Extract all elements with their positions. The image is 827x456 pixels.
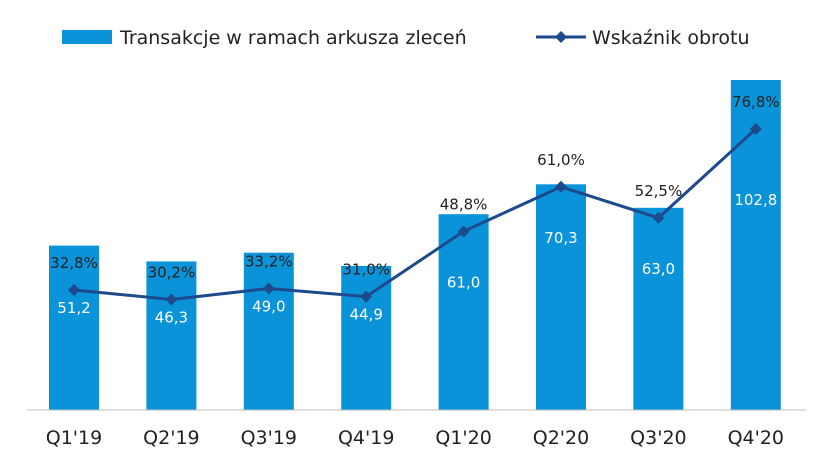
line-marker — [457, 225, 470, 238]
legend: Transakcje w ramach arkusza zleceń Wskaź… — [62, 27, 750, 49]
x-tick-label: Q1'20 — [435, 427, 491, 449]
line-value-label: 30,2% — [148, 264, 196, 282]
bar-value-label: 61,0 — [447, 273, 480, 291]
x-tick-label: Q2'19 — [143, 427, 199, 449]
x-tick-label: Q3'19 — [241, 427, 297, 449]
legend-line-marker — [555, 31, 567, 43]
bar — [536, 184, 586, 410]
line-value-label: 61,0% — [537, 151, 585, 169]
line-path — [73, 127, 757, 302]
bar-value-label: 44,9 — [349, 306, 382, 324]
line-series: 32,8% 30,2% 33,2% 31,0% 48,8% 61,0% 52,5% 76,8% — [50, 93, 780, 306]
x-tick-label: Q4'20 — [728, 427, 784, 449]
bar-value-label: 70,3 — [544, 229, 577, 247]
bar-value-label: 51,2 — [57, 299, 90, 317]
legend-bar-label: Transakcje w ramach arkusza zleceń — [119, 27, 467, 49]
bar — [243, 252, 294, 410]
line-marker — [652, 211, 665, 224]
x-axis-ticks: Q1'19 Q2'19 Q3'19 Q4'19 Q1'20 Q2'20 Q3'20 Q4'20 — [46, 427, 784, 449]
legend-line-label: Wskaźnik obrotu — [592, 27, 750, 49]
x-tick-label: Q3'20 — [630, 427, 686, 449]
bar — [438, 214, 489, 410]
x-tick-label: Q2'20 — [533, 427, 589, 449]
bar-series: 51,2 46,3 49,0 44,9 61,0 70,3 63,0 102,8 — [49, 80, 781, 410]
bar-value-label: 102,8 — [734, 191, 777, 209]
line-marker — [262, 282, 275, 295]
bar-value-label: 49,0 — [252, 298, 285, 316]
x-tick-label: Q4'19 — [338, 427, 394, 449]
x-tick-label: Q1'19 — [46, 427, 102, 449]
legend-bar-swatch — [62, 30, 112, 44]
line-value-label: 33,2% — [245, 253, 293, 271]
line-value-label: 76,8% — [732, 93, 780, 111]
line-value-label: 32,8% — [50, 254, 98, 272]
line-marker — [555, 180, 567, 193]
line-marker — [68, 283, 80, 296]
bar-value-label: 46,3 — [155, 309, 188, 327]
bar-value-label: 63,0 — [642, 260, 675, 278]
line-marker — [360, 290, 373, 303]
line-value-label: 48,8% — [440, 195, 488, 213]
bar — [49, 245, 99, 410]
line-marker — [749, 123, 762, 135]
bar — [146, 261, 197, 410]
line-value-label: 52,5% — [635, 182, 683, 200]
bar — [633, 207, 684, 410]
line-value-label: 31,0% — [342, 261, 390, 279]
line-marker — [165, 293, 178, 306]
bar — [341, 265, 392, 410]
